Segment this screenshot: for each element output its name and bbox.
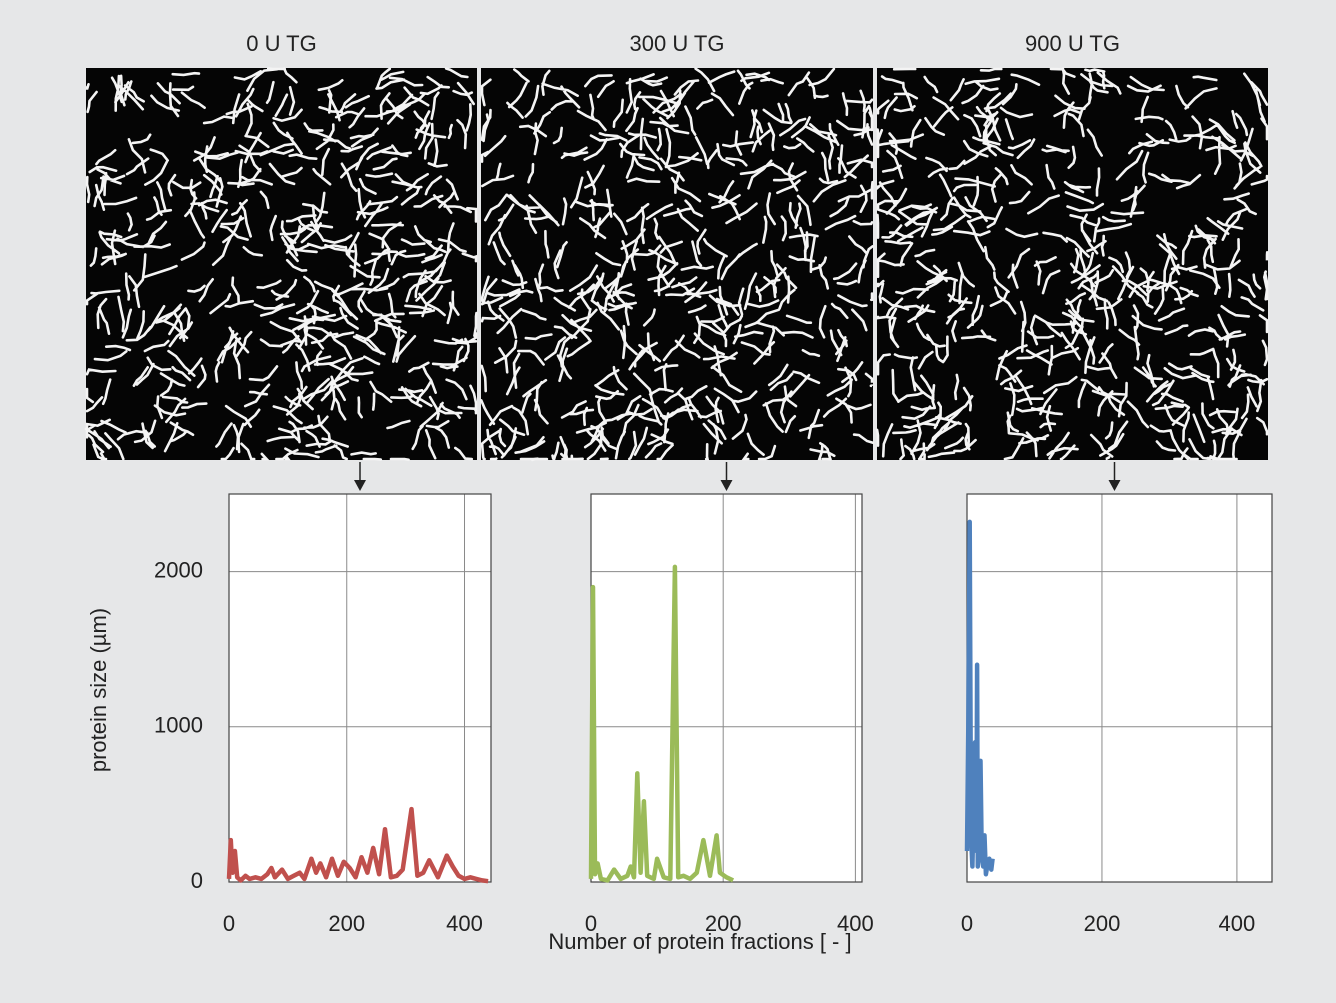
- micrograph-texture: [480, 67, 875, 462]
- x-axis-label: Number of protein fractions [ - ]: [548, 929, 851, 954]
- x-tick-label: 200: [328, 911, 365, 936]
- x-tick-label: 0: [585, 911, 597, 936]
- x-tick-label: 200: [1084, 911, 1121, 936]
- data-line: [588, 564, 735, 883]
- x-tick-label: 400: [446, 911, 483, 936]
- micrograph-texture: [84, 67, 478, 462]
- plot-area: [967, 494, 1272, 882]
- data-line: [964, 519, 995, 877]
- y-tick-label: 0: [191, 868, 203, 893]
- plot-area: [229, 494, 491, 882]
- y-axis-label: protein size (µm): [86, 608, 111, 772]
- y-tick-label: 2000: [154, 557, 203, 582]
- plot-frame: [228, 493, 492, 883]
- data-line: [226, 806, 489, 884]
- x-tick-label: 400: [837, 911, 874, 936]
- arrowhead: [354, 480, 366, 491]
- micrograph-texture: [875, 67, 1269, 461]
- plot-area: [591, 494, 862, 882]
- x-tick-label: 0: [223, 911, 235, 936]
- x-tick-label: 200: [705, 911, 742, 936]
- panel-title: 300 U TG: [630, 31, 725, 56]
- panel-title: 0 U TG: [246, 31, 317, 56]
- panel-title: 900 U TG: [1025, 31, 1120, 56]
- x-tick-label: 400: [1219, 911, 1256, 936]
- x-tick-label: 0: [961, 911, 973, 936]
- arrowhead: [1108, 480, 1121, 491]
- arrowhead: [720, 480, 733, 491]
- y-tick-label: 1000: [154, 713, 203, 738]
